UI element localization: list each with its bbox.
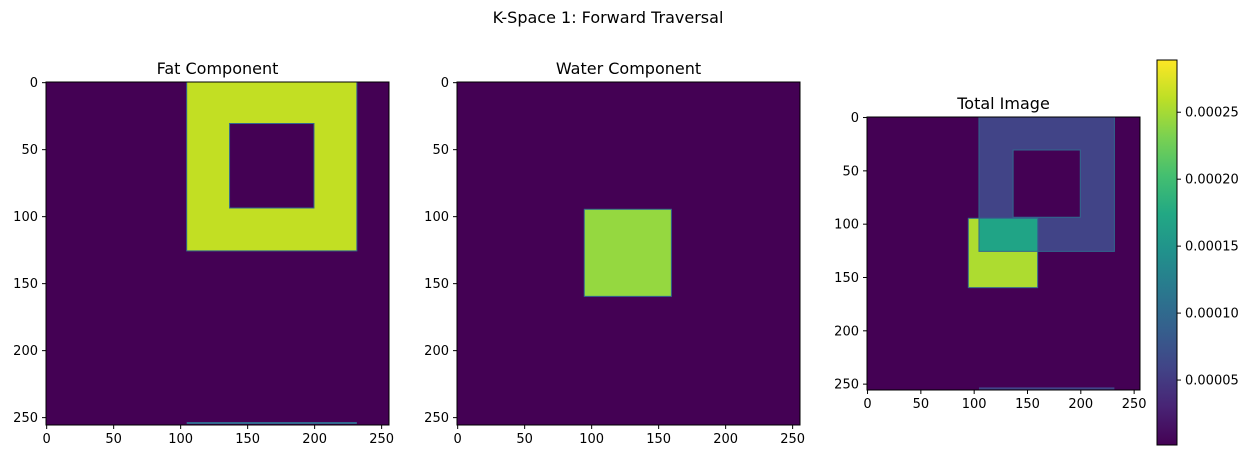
total-ytick-label-200: 200	[834, 324, 859, 339]
fat-xtick-label-100: 100	[168, 432, 193, 447]
water-xtick-label-200: 200	[713, 432, 738, 447]
figure-suptitle: K-Space 1: Forward Traversal	[493, 8, 724, 27]
fat-ytick-label-200: 200	[13, 344, 38, 359]
total-ytick-label-250: 250	[834, 378, 859, 393]
total-ytick-label-150: 150	[834, 271, 859, 286]
colorbar-tick-label: 0.00020	[1185, 173, 1239, 188]
fat-panel: Fat Component 0 50 100 150 200 250 0 50 100 150 200…	[13, 59, 394, 447]
water-ytick-label-0: 0	[441, 76, 449, 91]
fat-xtick-label-250: 250	[369, 432, 394, 447]
water-ytick-label-150: 150	[424, 277, 449, 292]
water-xtick-label-50: 50	[516, 432, 533, 447]
total-axes-frame	[866, 116, 1141, 391]
fat-ytick-label-150: 150	[13, 277, 38, 292]
water-panel: Water Component 0 50 100 150 200 250 0 50 100 150 2…	[424, 59, 805, 447]
fat-ytick-label-50: 50	[21, 143, 38, 158]
fat-ytick-label-0: 0	[30, 76, 38, 91]
total-overlap	[978, 217, 1039, 252]
water-xtick-label-250: 250	[780, 432, 805, 447]
total-panel: Total Image 0 50 100 150 200 250 0 50 100 150 200 25…	[834, 94, 1146, 412]
total-ytick-label-100: 100	[834, 218, 859, 233]
water-ytick-label-250: 250	[424, 411, 449, 426]
total-xtick-label-250: 250	[1122, 397, 1147, 412]
fat-ytick-label-250: 250	[13, 411, 38, 426]
water-xtick-label-100: 100	[579, 432, 604, 447]
total-xtick-label-100: 100	[962, 397, 987, 412]
fat-xtick-label-0: 0	[43, 432, 51, 447]
total-title: Total Image	[956, 94, 1050, 113]
fat-xtick-label-50: 50	[105, 432, 122, 447]
fat-xtick-label-150: 150	[235, 432, 260, 447]
fat-xtick-label-200: 200	[302, 432, 327, 447]
water-ytick-label-100: 100	[424, 210, 449, 225]
fat-title: Fat Component	[157, 59, 279, 78]
total-ytick-label-0: 0	[851, 111, 859, 126]
colorbar-tick-label: 0.00005	[1185, 374, 1239, 389]
colorbar-gradient	[1156, 59, 1178, 446]
total-xtick-label-150: 150	[1015, 397, 1040, 412]
water-xtick-label-0: 0	[454, 432, 462, 447]
water-title: Water Component	[556, 59, 701, 78]
water-xtick-label-150: 150	[646, 432, 671, 447]
fat-axes-frame	[45, 81, 390, 426]
total-ytick-label-50: 50	[842, 164, 859, 179]
colorbar-tick-label: 0.00025	[1185, 106, 1239, 121]
total-fat-frame	[978, 116, 1115, 252]
total-xtick-label-200: 200	[1068, 397, 1093, 412]
total-xtick-label-50: 50	[913, 397, 930, 412]
colorbar-tick-label: 0.00015	[1185, 240, 1239, 255]
colorbar: 0.00005 0.00010 0.00015 0.00020 0.00025	[1156, 59, 1239, 446]
water-ytick-label-200: 200	[424, 344, 449, 359]
total-xtick-label-0: 0	[863, 397, 871, 412]
colorbar-tick-label: 0.00010	[1185, 307, 1239, 322]
water-ytick-label-50: 50	[432, 143, 449, 158]
fat-ytick-label-100: 100	[13, 210, 38, 225]
water-square	[583, 208, 672, 297]
water-axes-frame	[456, 81, 801, 426]
